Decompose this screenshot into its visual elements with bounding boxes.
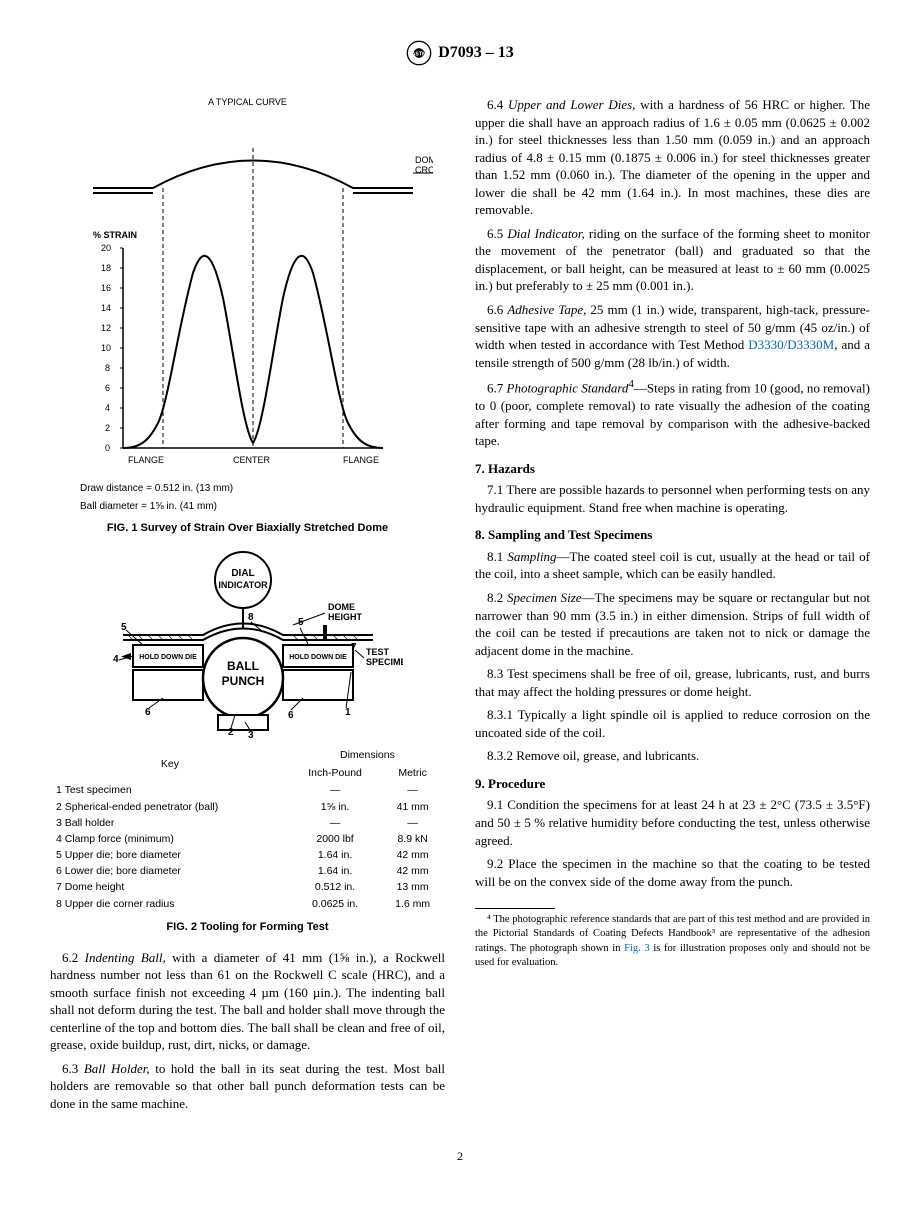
svg-text:4: 4 (113, 654, 119, 665)
svg-text:3: 3 (248, 730, 254, 740)
table-row: 1 Test specimen—— (50, 782, 445, 798)
svg-text:8: 8 (105, 363, 110, 373)
svg-text:ASTM: ASTM (412, 52, 427, 58)
svg-text:0: 0 (105, 443, 110, 453)
svg-text:HOLD DOWN DIE: HOLD DOWN DIE (289, 654, 347, 661)
svg-text:DOME: DOME (415, 155, 433, 165)
fig1-note2: Ball diameter = 1⅝ in. (41 mm) (80, 500, 445, 514)
para-8-3-1: 8.3.1 Typically a light spindle oil is a… (475, 706, 870, 741)
svg-text:CENTER: CENTER (233, 455, 271, 465)
table-row: 6 Lower die; bore diameter1.64 in.42 mm (50, 863, 445, 879)
fig2-svg: DIAL INDICATOR HOLD DOWN DIE HOLD DOWN D… (93, 550, 403, 740)
footnote-rule (475, 908, 555, 909)
table-row: 4 Clamp force (minimum)2000 lbf8.9 kN (50, 831, 445, 847)
standard-number: D7093 – 13 (438, 42, 514, 64)
svg-text:FLANGE: FLANGE (128, 455, 164, 465)
svg-text:4: 4 (105, 403, 110, 413)
link-fig3[interactable]: Fig. 3 (624, 943, 650, 954)
svg-text:% STRAIN: % STRAIN (93, 230, 137, 240)
svg-text:7: 7 (351, 642, 357, 653)
para-9-1: 9.1 Condition the specimens for at least… (475, 796, 870, 849)
figure-2: DIAL INDICATOR HOLD DOWN DIE HOLD DOWN D… (50, 550, 445, 935)
svg-text:DOME: DOME (328, 602, 355, 612)
para-6-3: 6.3 Ball Holder, to hold the ball in its… (50, 1060, 445, 1113)
section-8-head: 8. Sampling and Test Specimens (475, 526, 870, 544)
svg-text:CROSS-SECTION: CROSS-SECTION (415, 165, 433, 175)
svg-text:2: 2 (105, 423, 110, 433)
fig2-caption: FIG. 2 Tooling for Forming Test (50, 920, 445, 935)
figure-1: A TYPICAL CURVE DOME CROSS-SECTION (50, 96, 445, 536)
para-9-2: 9.2 Place the specimen in the machine so… (475, 855, 870, 890)
table-row: 2 Spherical-ended penetrator (ball)1⅝ in… (50, 799, 445, 815)
para-6-5: 6.5 Dial Indicator, riding on the surfac… (475, 225, 870, 295)
link-d3330[interactable]: D3330/D3330M (748, 337, 834, 352)
svg-text:8: 8 (248, 612, 254, 623)
svg-text:10: 10 (101, 343, 111, 353)
astm-logo-icon: ASTM (406, 40, 432, 66)
table-row: 5 Upper die; bore diameter1.64 in.42 mm (50, 847, 445, 863)
para-8-1: 8.1 Sampling—The coated steel coil is cu… (475, 548, 870, 583)
table-row: 7 Dome height0.512 in.13 mm (50, 879, 445, 895)
svg-text:14: 14 (101, 303, 111, 313)
para-6-2: 6.2 Indenting Ball, with a diameter of 4… (50, 949, 445, 1054)
para-6-6: 6.6 Adhesive Tape, 25 mm (1 in.) wide, t… (475, 301, 870, 371)
para-6-4: 6.4 Upper and Lower Dies, with a hardnes… (475, 96, 870, 219)
dim-head: Dimensions (290, 746, 445, 764)
svg-text:BALL: BALL (227, 659, 259, 673)
svg-text:DIAL: DIAL (231, 568, 254, 579)
svg-text:PUNCH: PUNCH (221, 674, 264, 688)
fig1-svg: DOME CROSS-SECTION % STRAIN 0 (63, 118, 433, 478)
page-header: ASTM D7093 – 13 (50, 40, 870, 66)
page-number: 2 (50, 1148, 870, 1164)
key-head: Key (50, 746, 290, 782)
svg-text:18: 18 (101, 263, 111, 273)
svg-text:INDICATOR: INDICATOR (218, 580, 268, 590)
svg-text:1: 1 (345, 707, 351, 718)
svg-text:5: 5 (298, 617, 304, 628)
table-row: 8 Upper die corner radius0.0625 in.1.6 m… (50, 896, 445, 912)
svg-text:TEST: TEST (366, 647, 390, 657)
para-8-3-2: 8.3.2 Remove oil, grease, and lubricants… (475, 747, 870, 765)
svg-text:HEIGHT: HEIGHT (328, 612, 363, 622)
table-row: 3 Ball holder—— (50, 815, 445, 831)
left-column: A TYPICAL CURVE DOME CROSS-SECTION (50, 96, 445, 1118)
fig1-note1: Draw distance = 0.512 in. (13 mm) (80, 482, 445, 496)
svg-text:6: 6 (105, 383, 110, 393)
svg-text:16: 16 (101, 283, 111, 293)
fig2-key-table: Key Dimensions Inch-Pound Metric 1 Test … (50, 746, 445, 912)
svg-text:6: 6 (288, 710, 294, 721)
svg-text:HOLD DOWN DIE: HOLD DOWN DIE (139, 654, 197, 661)
para-7-1: 7.1 There are possible hazards to person… (475, 481, 870, 516)
svg-text:2: 2 (228, 727, 234, 738)
para-6-7: 6.7 Photographic Standard4—Steps in rati… (475, 377, 870, 450)
svg-text:20: 20 (101, 243, 111, 253)
svg-text:FLANGE: FLANGE (343, 455, 379, 465)
svg-text:12: 12 (101, 323, 111, 333)
section-9-head: 9. Procedure (475, 775, 870, 793)
svg-text:5: 5 (121, 622, 127, 633)
fig1-top-title: A TYPICAL CURVE (50, 96, 445, 108)
svg-text:6: 6 (145, 707, 151, 718)
footnote-4: ⁴ The photographic reference standards t… (475, 913, 870, 970)
para-8-3: 8.3 Test specimens shall be free of oil,… (475, 665, 870, 700)
svg-text:SPECIMEN: SPECIMEN (366, 657, 403, 667)
section-7-head: 7. Hazards (475, 460, 870, 478)
col-metric: Metric (380, 764, 445, 782)
fig1-caption: FIG. 1 Survey of Strain Over Biaxially S… (50, 521, 445, 536)
right-column: 6.4 Upper and Lower Dies, with a hardnes… (475, 96, 870, 1118)
para-8-2: 8.2 Specimen Size—The specimens may be s… (475, 589, 870, 659)
col-inchpound: Inch-Pound (290, 764, 380, 782)
